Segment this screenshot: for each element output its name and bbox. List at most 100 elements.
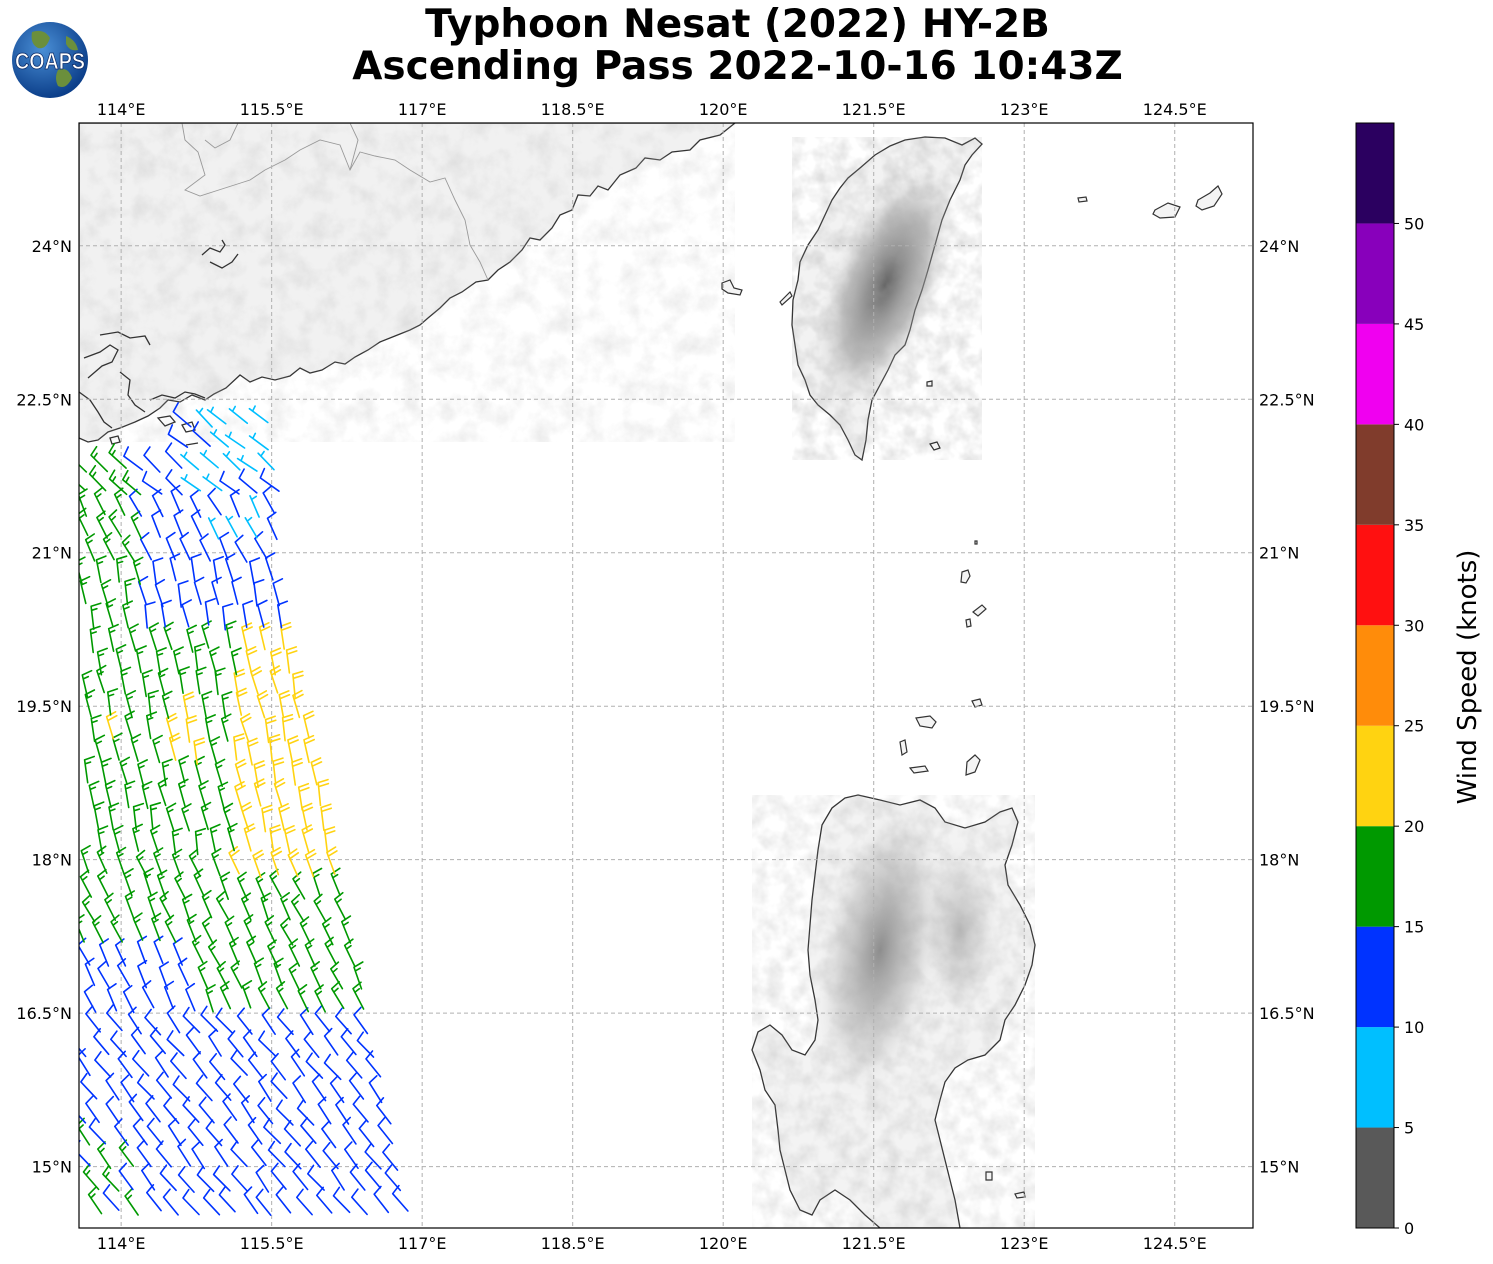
wind-barb bbox=[275, 1099, 294, 1126]
wind-barb bbox=[223, 1116, 239, 1144]
wind-barb bbox=[89, 625, 101, 654]
wind-barb bbox=[300, 1116, 317, 1144]
gridlines bbox=[79, 123, 1253, 1228]
wind-barb bbox=[245, 646, 258, 675]
wind-barb bbox=[115, 644, 127, 673]
wind-barb bbox=[193, 737, 206, 765]
wind-barb bbox=[310, 757, 323, 786]
wind-barb bbox=[177, 957, 189, 986]
wind-barb bbox=[132, 1117, 148, 1146]
wind-barb bbox=[287, 735, 299, 764]
wind-barb bbox=[181, 599, 192, 628]
wind-barb bbox=[141, 669, 153, 698]
wind-barb bbox=[255, 1188, 272, 1216]
wind-barb bbox=[106, 1004, 123, 1032]
wind-barb bbox=[182, 1188, 200, 1216]
wind-barb bbox=[368, 1075, 383, 1104]
wind-barb bbox=[244, 516, 258, 539]
wind-barb bbox=[264, 552, 276, 581]
wind-barb bbox=[217, 781, 229, 810]
wind-barb bbox=[171, 827, 183, 856]
wind-barb bbox=[234, 534, 248, 563]
wind-barb bbox=[364, 1161, 382, 1189]
wind-barb bbox=[168, 732, 181, 761]
colorbar-tick-label: 5 bbox=[1404, 1119, 1414, 1138]
wind-barb bbox=[185, 982, 196, 1012]
wind-barb bbox=[275, 1186, 292, 1214]
wind-barb bbox=[331, 1162, 345, 1191]
wind-barb bbox=[256, 690, 269, 719]
wind-barb bbox=[112, 824, 124, 854]
wind-barb bbox=[84, 533, 96, 562]
wind-barb bbox=[160, 599, 172, 628]
wind-barb bbox=[329, 1075, 345, 1104]
wind-barb bbox=[301, 802, 314, 831]
wind-barb bbox=[194, 827, 207, 856]
wind-barb bbox=[299, 916, 312, 945]
wind-barb bbox=[201, 620, 212, 649]
wind-barb bbox=[239, 713, 252, 742]
wind-barb bbox=[257, 450, 275, 471]
wind-barb bbox=[364, 1142, 382, 1170]
colorbar-swatch bbox=[1356, 625, 1394, 726]
wind-barb bbox=[230, 647, 242, 676]
colorbar-frame bbox=[1355, 122, 1395, 1229]
wind-barb bbox=[173, 646, 184, 675]
wind-barb bbox=[225, 620, 237, 649]
wind-barb bbox=[323, 826, 336, 854]
wind-barb bbox=[211, 848, 222, 877]
lon-tick-labels-bottom: 114°E 115.5°E 117°E 118.5°E 120°E 121.5°E 123°… bbox=[97, 1234, 1207, 1253]
wind-barb bbox=[198, 780, 209, 809]
wind-barb bbox=[136, 1139, 152, 1168]
wind-barb bbox=[151, 912, 162, 942]
map-area bbox=[79, 123, 1253, 1228]
wind-barb bbox=[141, 1162, 156, 1191]
wind-barb bbox=[137, 575, 149, 605]
wind-barb bbox=[84, 957, 96, 987]
wind-barb bbox=[163, 1096, 180, 1125]
wind-barb bbox=[303, 1030, 320, 1058]
wind-barb bbox=[79, 483, 86, 491]
lon-tick-label: 121.5°E bbox=[842, 1234, 906, 1253]
wind-barb bbox=[280, 622, 292, 650]
wind-barb bbox=[351, 1188, 368, 1216]
wind-barb bbox=[155, 1071, 173, 1099]
wind-barb bbox=[201, 916, 214, 945]
wind-barb bbox=[323, 1027, 339, 1056]
wind-barb bbox=[187, 1118, 204, 1147]
wind-barb bbox=[107, 623, 119, 652]
wind-barb bbox=[120, 666, 132, 695]
wind-barb bbox=[270, 1162, 287, 1190]
wind-barb bbox=[102, 532, 115, 561]
wind-barb bbox=[154, 578, 166, 608]
map-frame bbox=[78, 122, 1254, 1229]
wind-barb bbox=[172, 1075, 191, 1102]
wind-barb bbox=[156, 869, 168, 899]
wind-barb bbox=[207, 487, 222, 516]
wind-barb bbox=[297, 782, 310, 811]
wind-barb bbox=[240, 801, 253, 831]
wind-barb bbox=[242, 600, 254, 628]
wind-barb bbox=[262, 485, 276, 514]
wind-barb bbox=[284, 1142, 302, 1170]
lat-tick-label: 15°N bbox=[1259, 1158, 1299, 1177]
wind-barb bbox=[344, 1141, 359, 1169]
wind-barb bbox=[79, 463, 88, 473]
wind-barb bbox=[185, 1026, 201, 1055]
wind-barb bbox=[291, 758, 303, 786]
wind-barb bbox=[162, 1188, 179, 1216]
wind-barb bbox=[231, 1165, 249, 1192]
wind-barb bbox=[248, 405, 269, 424]
wind-barb bbox=[285, 646, 298, 674]
wind-barb bbox=[253, 760, 266, 789]
wind-barb bbox=[236, 1007, 253, 1035]
colorbar-swatch bbox=[1356, 1127, 1394, 1228]
wind-barb bbox=[384, 1164, 402, 1192]
wind-barb bbox=[165, 469, 183, 496]
wind-barb bbox=[191, 1141, 206, 1170]
wind-barb bbox=[330, 981, 345, 1010]
wind-barb bbox=[270, 1072, 288, 1099]
wind-barb bbox=[171, 848, 183, 878]
wind-barb bbox=[148, 622, 159, 651]
wind-barb bbox=[320, 803, 333, 832]
